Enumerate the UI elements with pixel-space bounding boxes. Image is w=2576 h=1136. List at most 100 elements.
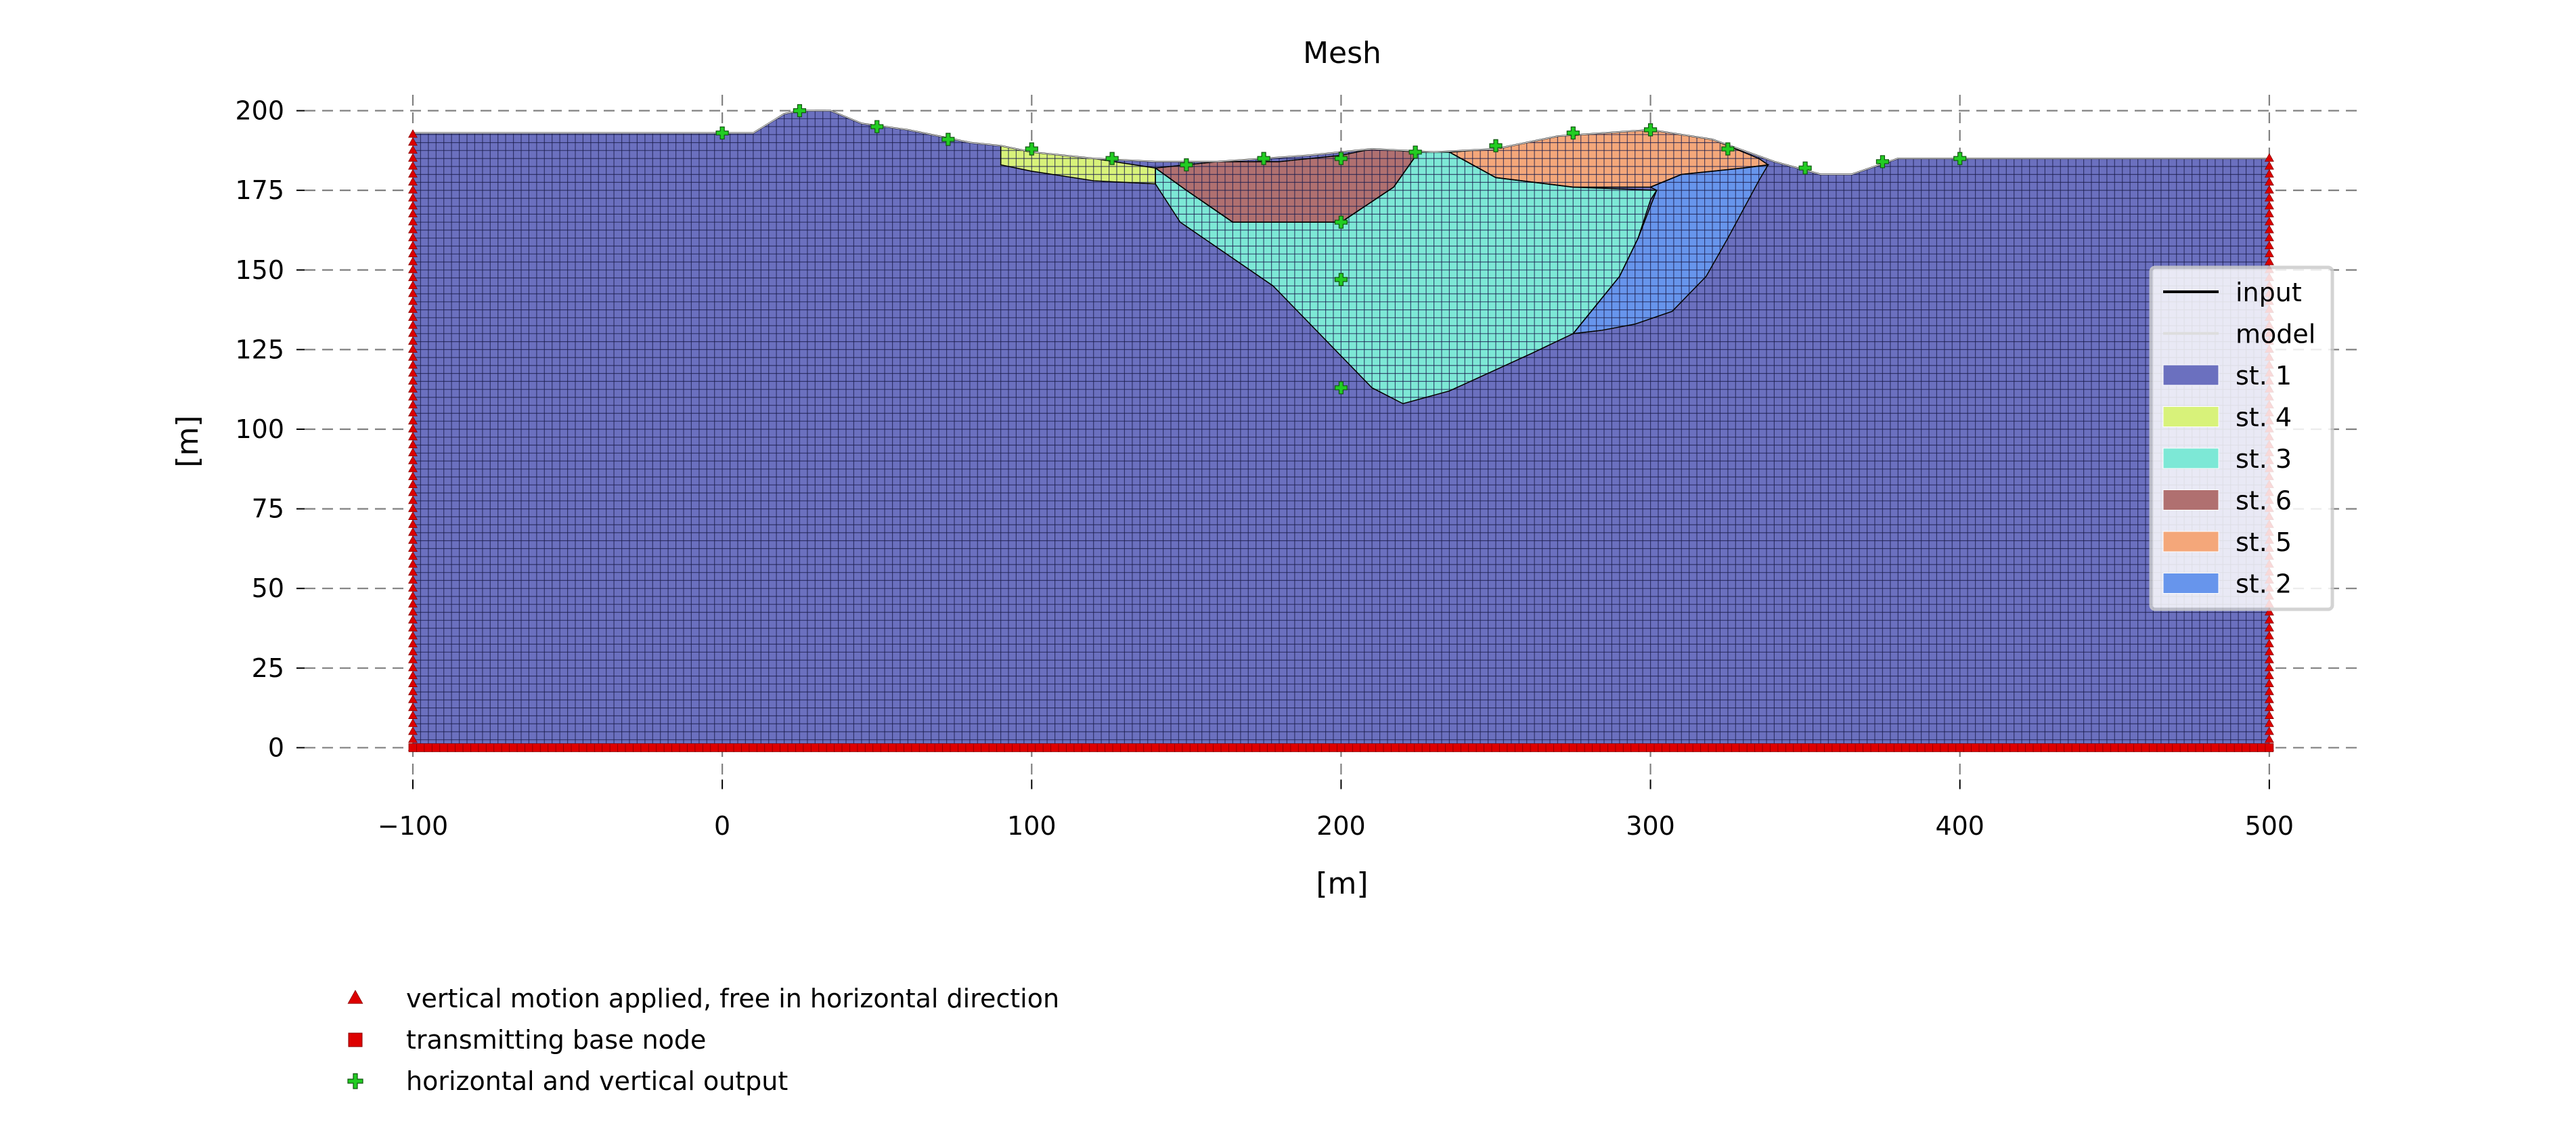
base-node	[1716, 743, 1725, 752]
left-boundary-node	[408, 726, 418, 735]
base-node	[1491, 743, 1501, 752]
base-node	[408, 743, 418, 752]
base-node	[1615, 743, 1624, 752]
base-node	[2141, 743, 2150, 752]
base-node	[2257, 743, 2266, 752]
base-node	[687, 743, 696, 752]
base-node	[625, 743, 634, 752]
base-node	[1081, 743, 1090, 752]
y-tick-label: 200	[235, 96, 284, 126]
base-node	[1050, 743, 1059, 752]
base-node	[787, 743, 797, 752]
left-boundary-node	[408, 312, 418, 321]
base-node	[1839, 743, 1848, 752]
base-node	[904, 743, 912, 752]
base-node	[594, 743, 603, 752]
left-boundary-node	[408, 431, 418, 441]
left-boundary-node	[408, 615, 418, 624]
left-boundary-node	[408, 678, 418, 687]
right-boundary-node	[2264, 193, 2274, 202]
right-boundary-node	[2264, 169, 2274, 178]
left-boundary-node	[408, 280, 418, 289]
base-node	[958, 743, 967, 752]
y-tick-label: 150	[235, 255, 284, 285]
base-node	[1692, 743, 1702, 752]
legend-patch-swatch	[2162, 364, 2219, 386]
right-boundary-node	[2264, 726, 2274, 735]
base-node	[1909, 743, 1918, 752]
base-node	[1553, 743, 1562, 752]
left-boundary-node	[408, 447, 418, 456]
base-node	[1460, 743, 1469, 752]
left-boundary-node	[408, 240, 418, 250]
base-node	[1398, 743, 1408, 752]
base-node	[1831, 743, 1841, 752]
base-node	[2249, 743, 2259, 752]
legend-label: st. 3	[2236, 444, 2292, 474]
left-boundary-node	[408, 543, 418, 552]
output-point	[1180, 158, 1193, 172]
base-node	[416, 743, 425, 752]
base-node	[872, 743, 882, 752]
output-point	[1875, 155, 1890, 169]
base-node	[942, 743, 951, 752]
output-point	[870, 120, 884, 133]
left-boundary-node	[408, 225, 418, 234]
axis-ticks: −100 0 100 200 300 400 500 0 25 50 75 100 125 150 175 2…	[235, 96, 2294, 841]
left-boundary-node	[408, 479, 418, 488]
base-node	[772, 743, 781, 752]
left-boundary-node	[408, 232, 418, 242]
base-node	[733, 743, 742, 752]
base-node	[470, 743, 479, 752]
base-node	[2226, 743, 2236, 752]
base-node	[2164, 743, 2173, 752]
base-node	[2218, 743, 2227, 752]
right-boundary-node	[2264, 217, 2274, 225]
base-node	[1421, 743, 1431, 752]
right-boundary-node	[2264, 607, 2274, 616]
right-boundary-node	[2264, 663, 2274, 672]
base-node	[509, 743, 518, 752]
y-tick-label: 175	[235, 175, 284, 205]
base-node	[1708, 743, 1717, 752]
base-node	[888, 743, 897, 752]
base-node	[1297, 743, 1307, 752]
base-node	[2095, 743, 2104, 752]
left-boundary-node	[408, 503, 418, 512]
base-node	[1808, 743, 1817, 752]
left-boundary-node	[408, 607, 418, 616]
left-boundary-node	[408, 496, 418, 504]
output-point	[1334, 273, 1348, 286]
base-node	[756, 743, 765, 752]
left-boundary-node	[408, 670, 418, 680]
left-boundary-node	[408, 718, 418, 727]
left-boundary-node	[408, 591, 418, 600]
base-node	[2033, 743, 2042, 752]
base-node	[671, 743, 680, 752]
left-boundary-node	[408, 424, 418, 433]
base-node	[1058, 743, 1067, 752]
base-node	[2102, 743, 2112, 752]
left-boundary-node	[408, 376, 418, 385]
base-node	[447, 743, 456, 752]
base-node	[579, 743, 587, 752]
base-node	[633, 743, 642, 752]
legend: input model st. 1 st. 4 st. 3 st. 6 st. 5 st. 2	[2149, 265, 2334, 611]
base-node	[516, 743, 526, 752]
left-boundary-node	[408, 320, 418, 329]
base-node	[1777, 743, 1787, 752]
right-boundary-node	[2264, 670, 2274, 680]
y-tick-label: 0	[268, 733, 284, 762]
left-boundary-node	[408, 336, 418, 345]
x-tick-label: 300	[1626, 811, 1675, 841]
base-node	[1561, 743, 1570, 752]
base-node	[455, 743, 464, 752]
legend-patch-swatch	[2162, 489, 2219, 510]
base-node	[1290, 743, 1300, 752]
base-node	[2265, 743, 2274, 752]
left-boundary-node	[408, 575, 418, 584]
output-point	[1489, 139, 1503, 152]
base-node	[2156, 743, 2166, 752]
base-node	[2001, 743, 2011, 752]
output-point	[1798, 161, 1812, 175]
